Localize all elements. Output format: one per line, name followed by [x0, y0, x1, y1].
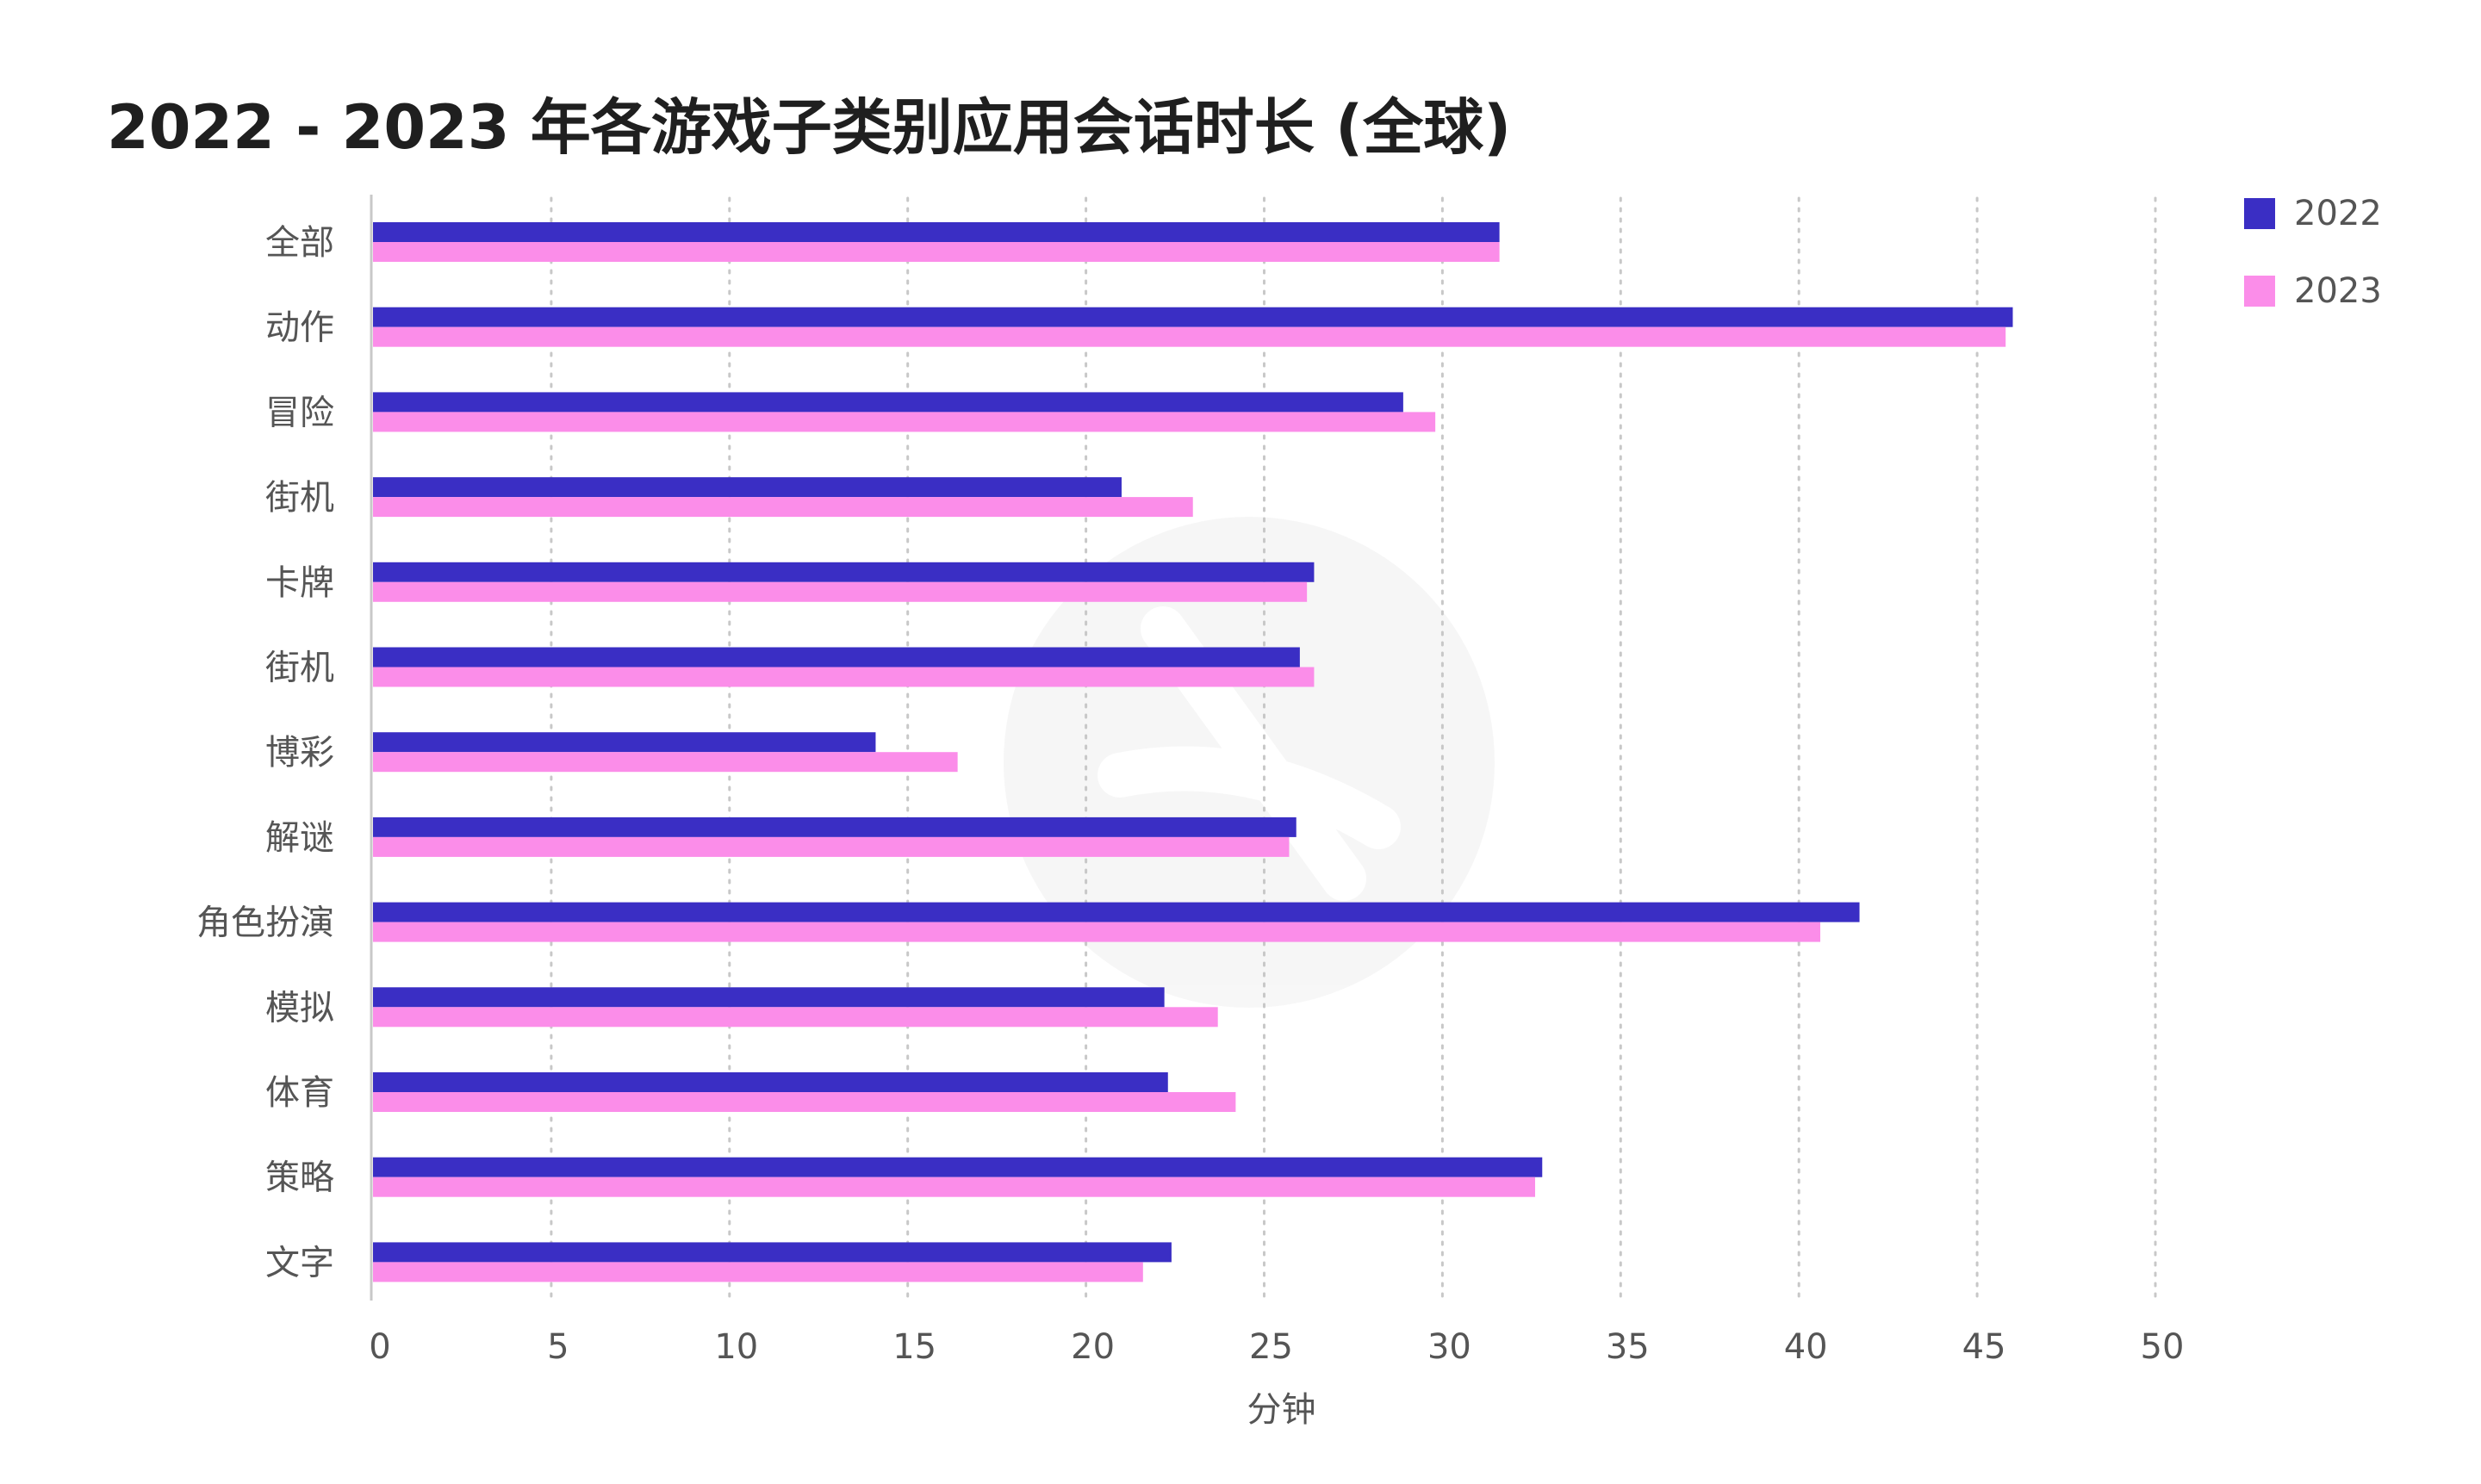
x-tick-label: 20 — [1071, 1327, 1115, 1367]
legend-item-2023: 2023 — [2244, 271, 2382, 311]
bar-2023-5 — [373, 667, 1315, 687]
x-tick-label: 40 — [1784, 1327, 1828, 1367]
bar-2023-6 — [373, 752, 958, 773]
category-label: 体育 — [265, 1073, 334, 1113]
category-label: 全部 — [265, 223, 334, 263]
category-label: 博彩 — [265, 733, 334, 773]
bar-2022-0 — [373, 222, 1500, 242]
bar-2023-4 — [373, 581, 1308, 602]
category-label: 街机 — [265, 649, 334, 688]
bar-2023-9 — [373, 1007, 1218, 1028]
labels: 0 5 10 15 20 25 30 35 40 45 50全部动作冒险街机卡牌街机博彩解谜角色扮演… — [196, 223, 2184, 1430]
legend-swatch-2022 — [2244, 198, 2275, 229]
x-axis-title: 分钟 — [1247, 1390, 1316, 1430]
bar-2023-2 — [373, 412, 1436, 432]
legend-label-2023: 2023 — [2294, 271, 2382, 311]
bar-2022-6 — [373, 732, 876, 753]
bar-2022-4 — [373, 562, 1315, 582]
bar-2023-1 — [373, 326, 2006, 347]
bars — [373, 222, 2013, 1282]
bar-2022-3 — [373, 477, 1122, 498]
x-tick-label: 30 — [1427, 1327, 1471, 1367]
bar-2023-10 — [373, 1092, 1236, 1112]
legend-swatch-2023 — [2244, 276, 2275, 307]
x-tick-label: 50 — [2141, 1327, 2185, 1367]
bar-2023-12 — [373, 1262, 1143, 1282]
bar-2023-3 — [373, 497, 1193, 518]
bar-2022-7 — [373, 817, 1296, 837]
legend-label-2022: 2022 — [2294, 194, 2382, 233]
bar-2023-0 — [373, 242, 1500, 262]
category-label: 策略 — [265, 1158, 334, 1198]
bar-2022-12 — [373, 1242, 1172, 1263]
bar-2022-10 — [373, 1072, 1168, 1092]
bar-2022-9 — [373, 987, 1165, 1008]
x-tick-label: 45 — [1962, 1327, 2006, 1367]
bar-2022-11 — [373, 1157, 1543, 1177]
bar-2022-1 — [373, 307, 2013, 327]
bar-2022-2 — [373, 392, 1403, 413]
category-label: 动作 — [265, 308, 334, 348]
legend-item-2022: 2022 — [2244, 194, 2382, 233]
bar-2023-11 — [373, 1177, 1535, 1197]
x-tick-label: 5 — [547, 1327, 569, 1367]
category-label: 卡牌 — [265, 563, 334, 603]
x-tick-label: 15 — [892, 1327, 936, 1367]
category-label: 文字 — [265, 1243, 334, 1282]
x-tick-label: 35 — [1606, 1327, 1650, 1367]
category-label: 解谜 — [265, 818, 334, 858]
grid-lines — [550, 196, 2157, 1302]
x-tick-label: 0 — [369, 1327, 390, 1367]
chart-title: 2022 - 2023 年各游戏子类别应用会话时长 (全球) — [107, 92, 1512, 163]
bar-2023-7 — [373, 836, 1290, 857]
category-label: 冒险 — [265, 393, 334, 432]
legend: 2022 2023 — [2244, 194, 2382, 349]
watermark-logo — [1004, 517, 1495, 1008]
bar-2022-8 — [373, 902, 1860, 922]
x-tick-label: 25 — [1249, 1327, 1293, 1367]
category-label: 模拟 — [265, 988, 334, 1028]
bar-2023-8 — [373, 922, 1821, 942]
category-label: 角色扮演 — [196, 903, 334, 943]
x-tick-label: 10 — [714, 1327, 758, 1367]
bar-2022-5 — [373, 647, 1300, 667]
category-label: 街机 — [265, 478, 334, 518]
